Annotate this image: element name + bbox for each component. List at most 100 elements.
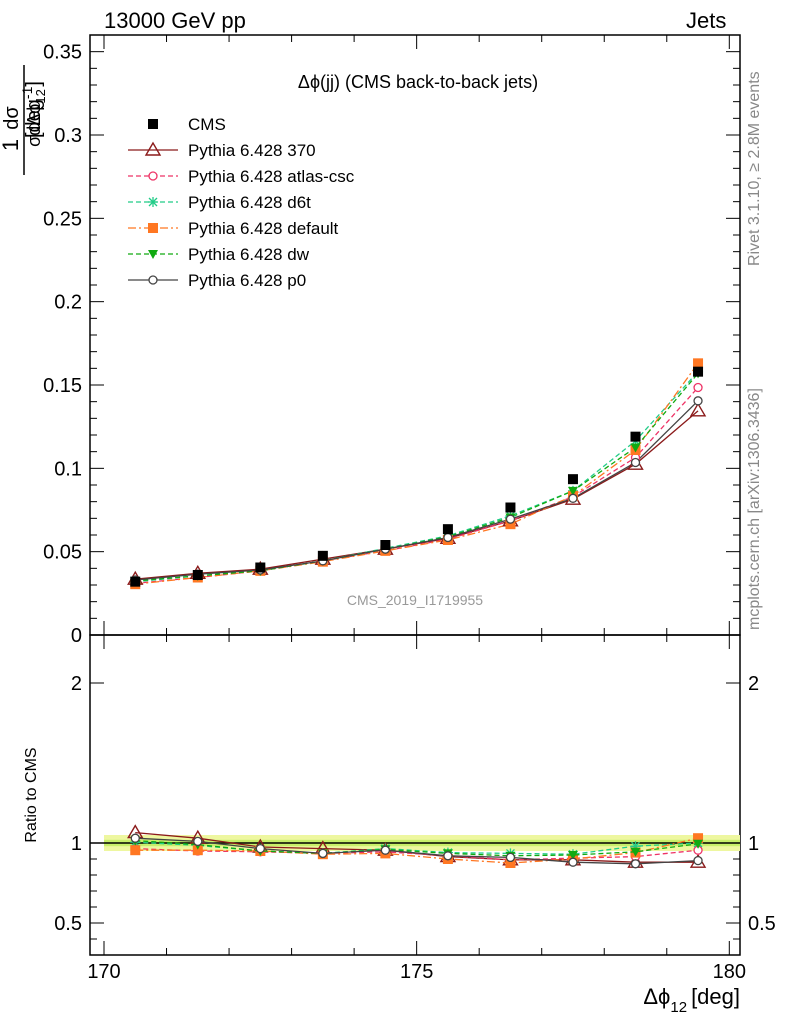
y-axis-label-prefix: 1 <box>0 139 23 151</box>
ratio-tick-label-left: 2 <box>71 673 82 695</box>
legend-label: CMS <box>188 115 226 134</box>
y-tick-label: 0.3 <box>54 125 82 147</box>
ratio-point <box>693 833 704 844</box>
y-axis-label-unit: [deg-1] <box>19 81 45 138</box>
ratio-line <box>135 837 699 864</box>
x-tick-label: 175 <box>400 961 433 983</box>
legend-label: Pythia 6.428 d6t <box>188 193 311 212</box>
series-markers <box>130 382 703 588</box>
ratio-point <box>380 845 391 855</box>
ratio-point <box>318 848 328 859</box>
y-tick-label: 0.2 <box>54 292 82 314</box>
ratio-point <box>130 845 141 856</box>
data-point <box>192 570 203 580</box>
series-line <box>135 400 699 581</box>
ratio-point <box>255 843 265 854</box>
ratio-tick-label-right: 0.5 <box>748 913 776 935</box>
header-right-label: Jets <box>686 8 727 33</box>
data-point <box>693 366 704 377</box>
legend-marker <box>144 141 162 156</box>
legend-marker <box>148 171 158 181</box>
ratio-point <box>193 836 203 847</box>
data-point <box>505 502 516 513</box>
ratio-point <box>192 845 203 856</box>
ratio-point <box>693 855 703 866</box>
x-tick-label: 170 <box>87 961 120 983</box>
y-tick-label: 0.15 <box>43 375 82 397</box>
legend-entry: Pythia 6.428 atlas-csc <box>128 167 355 186</box>
ratio-point <box>130 833 140 843</box>
legend-entry: Pythia 6.428 p0 <box>128 271 306 290</box>
data-point <box>442 524 453 535</box>
series-markers <box>130 369 704 586</box>
data-point <box>443 532 453 543</box>
legend-marker <box>148 250 158 259</box>
series-4 <box>135 362 699 585</box>
legend-marker <box>148 119 158 129</box>
ratio-point <box>567 851 578 860</box>
data-point <box>380 540 391 550</box>
legend-entry: Pythia 6.428 370 <box>128 141 316 160</box>
ratio-line <box>135 847 699 861</box>
ratio-point <box>630 859 641 869</box>
x-axis-label: Δϕ12 [deg] <box>643 984 740 1016</box>
legend-marker <box>148 197 158 207</box>
data-point <box>630 431 641 442</box>
legend-marker <box>148 223 158 233</box>
legend-entry: Pythia 6.428 d6t <box>128 193 311 212</box>
data-point <box>505 514 516 524</box>
ratio-series-5 <box>130 833 703 869</box>
legend-entry: Pythia 6.428 dw <box>128 245 310 264</box>
ratio-line <box>135 839 699 857</box>
header-left-label: 13000 GeV pp <box>104 8 246 33</box>
legend-label: Pythia 6.428 dw <box>188 245 310 264</box>
legend-marker <box>148 275 158 285</box>
main-plot-frame: 170 175 180 0 0.05 0.1 0.15 0.2 0.25 0.3 0.35 <box>43 34 746 983</box>
ratio-point <box>505 858 516 868</box>
data-point <box>567 486 578 496</box>
analysis-watermark: CMS_2019_I1719955 <box>347 592 483 608</box>
data-point <box>567 474 578 485</box>
y-axis-label-numerator: dσ <box>1 106 23 130</box>
y-tick-label: 0.35 <box>43 42 82 64</box>
ratio-point <box>505 852 516 863</box>
ratio-tick-label-right: 1 <box>748 833 759 855</box>
series-6 <box>135 400 699 581</box>
legend-marker-stroke <box>148 197 158 207</box>
legend-entry: CMS <box>148 115 226 134</box>
legend-label: Pythia 6.428 atlas-csc <box>188 167 355 186</box>
ratio-point <box>443 851 453 861</box>
series-2 <box>135 387 699 584</box>
series-line <box>135 362 699 585</box>
ratio-tick-label-left: 0.5 <box>54 913 82 935</box>
data-point <box>568 493 578 503</box>
series-markers <box>130 366 704 587</box>
ratio-tick-label-left: 1 <box>71 833 82 855</box>
ratio-plot-frame: 0.5 0.5 1 1 2 2 <box>54 634 776 956</box>
ratio-y-axis-label: Ratio to CMS <box>23 747 40 842</box>
data-point <box>130 576 141 587</box>
ratio-point <box>630 847 641 857</box>
legend-label: Pythia 6.428 default <box>188 219 339 238</box>
y-axis-label: 1 dσ σdΔϕ12 [deg-1] <box>0 65 48 175</box>
ratio-line <box>135 841 699 855</box>
chart-marks <box>127 358 707 869</box>
series-3 <box>135 371 699 583</box>
series-markers <box>127 402 707 585</box>
data-point <box>317 550 328 561</box>
ratio-line <box>135 837 699 865</box>
legend: CMS Pythia 6.428 370 Pythia 6.428 atlas-cs… <box>128 115 355 290</box>
legend-entry: Pythia 6.428 default <box>128 219 339 238</box>
data-point <box>693 382 703 393</box>
x-tick-label: 180 <box>713 961 746 983</box>
ratio-tick-label-right: 2 <box>748 673 759 695</box>
series-line <box>135 387 699 584</box>
legend-label: Pythia 6.428 p0 <box>188 271 306 290</box>
data-point <box>630 457 641 468</box>
y-tick-label: 0.25 <box>43 208 82 230</box>
data-point <box>693 396 703 406</box>
data-point <box>689 402 707 417</box>
series-line <box>135 371 699 583</box>
legend-label: Pythia 6.428 370 <box>188 141 316 160</box>
